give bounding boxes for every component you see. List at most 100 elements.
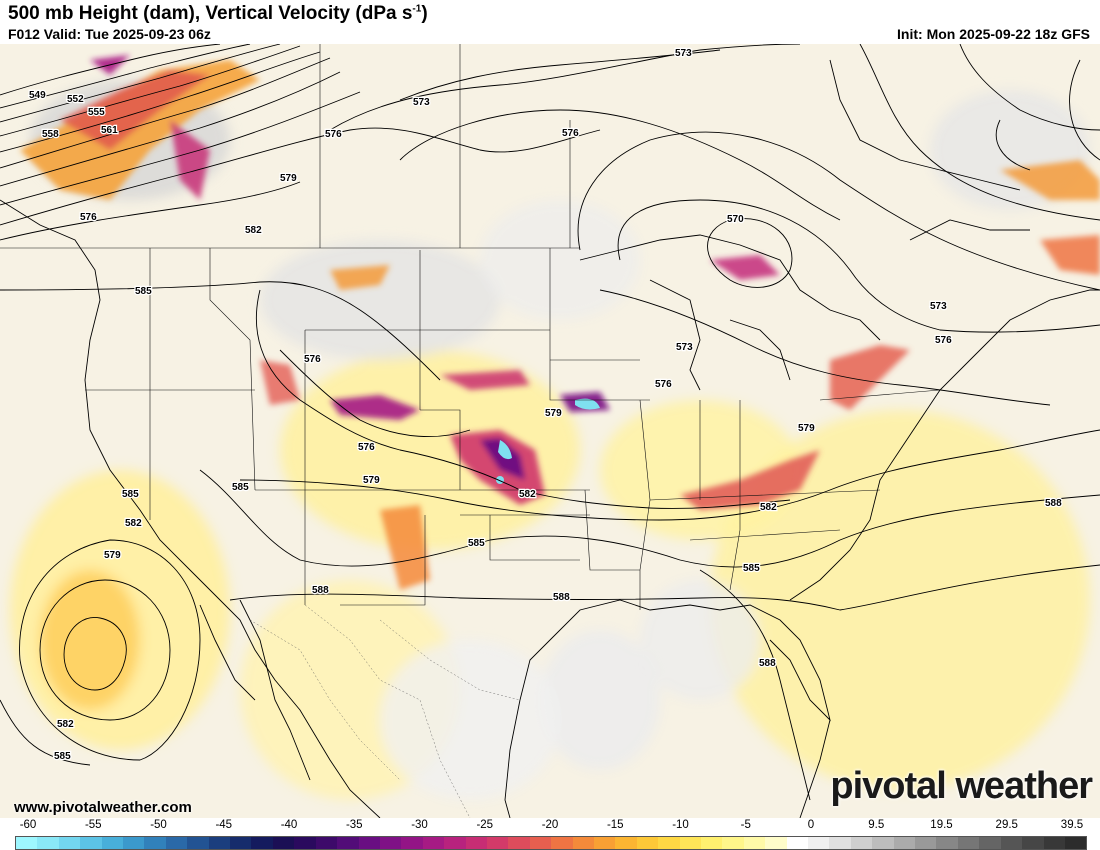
legend-swatch [272, 837, 295, 849]
legend-swatch [957, 837, 980, 849]
legend-tick-label: -50 [150, 819, 167, 831]
mexico-states [249, 604, 521, 818]
contour-label: 588 [1045, 498, 1062, 509]
contour-label: 582 [760, 502, 777, 513]
contour-label: 576 [562, 128, 579, 139]
legend-swatch [165, 837, 188, 849]
legend-swatch [80, 837, 102, 849]
legend-swatch [872, 837, 894, 849]
legend-swatch [337, 837, 359, 849]
legend-tick-label: 9.5 [868, 819, 885, 831]
map-borders [0, 59, 1100, 818]
legend-tick-label: -60 [19, 819, 37, 831]
contour-label: 576 [325, 129, 342, 140]
legend-swatch [123, 837, 145, 849]
legend-swatch [144, 837, 166, 849]
legend-tick-label: -20 [541, 819, 559, 831]
contour-label: 582 [125, 518, 142, 529]
contour-label: 588 [759, 658, 776, 669]
legend-swatch [1064, 837, 1087, 849]
legend-tick-label: -35 [345, 819, 363, 831]
legend-swatch [658, 837, 680, 849]
legend-swatch [58, 837, 81, 849]
contour-label: 576 [655, 379, 672, 390]
legend-swatch [593, 837, 616, 849]
contour-label: 549 [29, 90, 46, 101]
legend-swatch [444, 837, 466, 849]
contour-label: 588 [553, 592, 570, 603]
contour-label: 552 [67, 94, 84, 105]
contour-label: 579 [545, 408, 562, 419]
legend-tick-label: 29.5 [995, 819, 1018, 831]
velocity-cores [496, 398, 600, 484]
legend-swatch [208, 837, 231, 849]
legend-tick-label: -30 [411, 819, 428, 831]
legend-tick-label: 0 [807, 819, 815, 831]
contour-label: 573 [675, 48, 692, 59]
legend-swatch [743, 837, 766, 849]
legend-swatch [636, 837, 659, 849]
website-link[interactable]: www.pivotalweather.com [14, 799, 192, 816]
header: 500 mb Height (dam), Vertical Velocity (… [0, 0, 1100, 44]
legend-swatch [829, 837, 851, 849]
legend-tick-label: -10 [672, 819, 689, 831]
legend-tick-label: -25 [476, 819, 494, 831]
legend-swatch [915, 837, 937, 849]
legend-swatch [465, 837, 487, 849]
contour-label: 588 [312, 585, 329, 596]
pivotal-weather-logo: pivotal weather [830, 765, 1093, 807]
legend-swatch [701, 837, 723, 849]
contour-label: 582 [57, 719, 74, 730]
contour-label: 570 [727, 214, 744, 225]
legend-swatch [187, 837, 209, 849]
legend-swatch [401, 837, 423, 849]
state-lines [0, 44, 941, 610]
contour-label: 582 [519, 489, 536, 500]
legend-swatch [1022, 837, 1044, 849]
height-contours [0, 44, 1100, 801]
legend-swatch [1043, 837, 1065, 849]
legend-tick-label: -5 [740, 819, 751, 831]
legend-swatch [850, 837, 873, 849]
contour-label: 585 [122, 489, 139, 500]
legend-swatch [615, 837, 637, 849]
contour-label: 585 [743, 563, 760, 574]
contour-label: 573 [930, 301, 947, 312]
legend-swatch [358, 837, 380, 849]
contour-label: 585 [54, 751, 71, 762]
legend-swatch [315, 837, 338, 849]
color-legend: -60 -55 -50 -45 -40 -35 -30 -25 -20 -15 -10 -5 0 9.5 1… [0, 818, 1100, 850]
contour-label: 576 [358, 442, 375, 453]
contour-labels: 549 552 555 558 561 576 576 579 582 573 … [28, 47, 1064, 764]
legend-swatch [230, 837, 252, 849]
legend-swatch [551, 837, 573, 849]
legend-swatch [572, 837, 594, 849]
velocity-shading-intense [20, 55, 1100, 590]
legend-swatch [16, 837, 38, 849]
legend-swatch [722, 837, 744, 849]
contour-label: 585 [135, 286, 152, 297]
legend-color-bar [15, 836, 1087, 850]
legend-swatch [893, 837, 916, 849]
legend-tick-label: 39.5 [1060, 819, 1084, 831]
contour-label: 579 [798, 423, 815, 434]
contour-label: 579 [104, 550, 121, 561]
legend-swatch [1000, 837, 1023, 849]
contour-label: 582 [245, 225, 262, 236]
map-canvas: 549 552 555 558 561 576 576 579 582 573 … [0, 44, 1100, 818]
contour-label: 576 [80, 212, 97, 223]
contour-label: 576 [935, 335, 952, 346]
contour-label: 573 [676, 342, 693, 353]
legend-swatch [679, 837, 701, 849]
legend-tick-label: -45 [215, 819, 233, 831]
legend-swatch [486, 837, 509, 849]
legend-swatch [936, 837, 958, 849]
legend-tick-labels: -60 -55 -50 -45 -40 -35 -30 -25 -20 -15 -10 -5 0 9.5 1… [0, 818, 1100, 834]
legend-swatch [379, 837, 402, 849]
valid-time: F012 Valid: Tue 2025-09-23 06z [8, 26, 211, 42]
map-title: 500 mb Height (dam), Vertical Velocity (… [8, 3, 428, 24]
contour-label: 585 [468, 538, 485, 549]
legend-tick-label: -55 [84, 819, 102, 831]
legend-swatch [765, 837, 787, 849]
legend-swatch [786, 837, 809, 849]
